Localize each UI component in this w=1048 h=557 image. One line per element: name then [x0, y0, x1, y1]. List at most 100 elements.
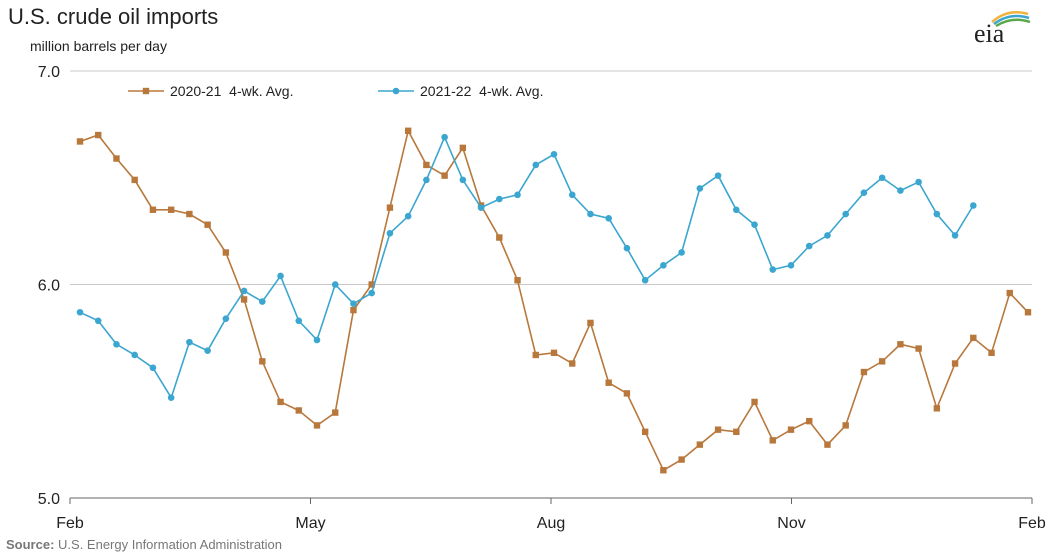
data-point-square — [204, 221, 211, 228]
data-point-square — [423, 161, 430, 169]
data-point-circle — [550, 150, 558, 158]
data-point-square — [222, 249, 230, 256]
data-point-square — [569, 360, 576, 367]
series-line-2 — [79, 135, 974, 400]
data-point-square — [277, 398, 284, 406]
data-point-circle — [496, 195, 503, 203]
series-line-1 — [79, 128, 1029, 472]
data-point-circle — [714, 172, 722, 179]
data-point-square — [587, 319, 594, 327]
data-point-circle — [167, 394, 175, 401]
data-point-square — [988, 349, 995, 357]
data-point-square — [313, 422, 321, 429]
legend-label: 2020-21 4-wk. Avg. — [170, 83, 293, 99]
data-point-square — [1006, 289, 1013, 297]
data-point-square — [295, 407, 302, 414]
data-point-square — [350, 306, 357, 314]
data-point-square — [933, 405, 941, 412]
data-point-circle — [805, 242, 813, 250]
data-point-circle — [897, 187, 904, 194]
data-point-square — [131, 176, 138, 184]
data-point-circle — [240, 287, 248, 295]
y-axis-unit: million barrels per day — [30, 38, 167, 54]
data-point-circle — [149, 364, 157, 372]
data-point-square — [1024, 309, 1032, 316]
data-point-circle — [696, 185, 704, 192]
data-point-square — [806, 417, 813, 425]
chart-title: U.S. crude oil imports — [8, 4, 219, 29]
data-point-square — [404, 127, 412, 134]
data-point-square — [660, 467, 667, 474]
data-point-circle — [951, 232, 959, 239]
data-point-circle — [769, 266, 777, 273]
data-point-circle — [532, 161, 540, 169]
data-point-square — [76, 138, 84, 145]
data-point-square — [714, 426, 722, 433]
x-tick-label: May — [295, 515, 325, 532]
data-point-square — [970, 334, 977, 342]
source-text: U.S. Energy Information Administration — [58, 537, 283, 552]
data-point-circle — [131, 351, 138, 359]
data-point-circle — [313, 336, 321, 344]
eia-logo-icon: eia — [974, 11, 1031, 46]
data-point-square — [386, 204, 394, 211]
data-point-circle — [113, 340, 120, 348]
data-point-square — [95, 131, 102, 139]
data-point-square — [441, 172, 448, 179]
source-label: Source: — [6, 537, 55, 552]
data-point-circle — [842, 210, 849, 218]
data-point-circle — [477, 204, 485, 211]
y-tick-label: 5.0 — [38, 491, 60, 508]
data-point-circle — [860, 189, 868, 196]
data-point-circle — [259, 298, 266, 305]
data-point-square — [167, 206, 175, 213]
data-point-circle — [368, 289, 375, 297]
x-tick-label: Feb — [1018, 515, 1046, 532]
x-tick-label: Feb — [56, 515, 84, 532]
data-point-circle — [350, 300, 357, 308]
data-point-circle — [295, 317, 303, 325]
data-point-circle — [623, 244, 631, 252]
data-point-circle — [404, 212, 412, 220]
data-point-circle — [660, 261, 667, 269]
data-point-circle — [186, 338, 193, 346]
data-point-square — [459, 144, 467, 152]
data-point-circle — [824, 232, 831, 239]
data-point-square — [897, 341, 904, 348]
legend-marker-circle — [392, 87, 400, 95]
data-point-circle — [641, 276, 649, 284]
data-point-circle — [222, 315, 230, 322]
data-point-square — [532, 351, 539, 359]
y-tick-label: 7.0 — [38, 64, 60, 81]
data-point-square — [915, 345, 922, 352]
data-point-circle — [94, 317, 102, 325]
data-point-circle — [605, 215, 612, 222]
data-point-circle — [787, 261, 795, 269]
data-point-circle — [733, 206, 740, 214]
data-point-circle — [678, 249, 685, 256]
eia-logo-text: eia — [974, 19, 1005, 46]
data-point-square — [951, 360, 959, 367]
x-tick-label: Aug — [537, 515, 565, 532]
data-point-square — [860, 368, 868, 376]
data-point-square — [149, 206, 157, 213]
data-point-square — [824, 441, 831, 448]
data-point-circle — [878, 174, 886, 182]
data-point-square — [240, 296, 248, 303]
data-point-circle — [459, 176, 467, 184]
data-point-square — [878, 358, 886, 365]
data-point-circle — [970, 202, 977, 209]
data-point-square — [113, 155, 120, 162]
data-point-square — [332, 409, 339, 416]
data-point-circle — [568, 191, 576, 199]
data-point-square — [623, 390, 631, 397]
data-point-square — [678, 456, 685, 463]
data-point-circle — [331, 281, 339, 288]
y-tick-label: 6.0 — [38, 278, 60, 295]
data-point-square — [751, 398, 758, 406]
data-point-square — [368, 281, 375, 288]
data-point-square — [259, 358, 266, 365]
x-tick-label: Nov — [777, 515, 805, 532]
data-point-square — [496, 234, 503, 241]
